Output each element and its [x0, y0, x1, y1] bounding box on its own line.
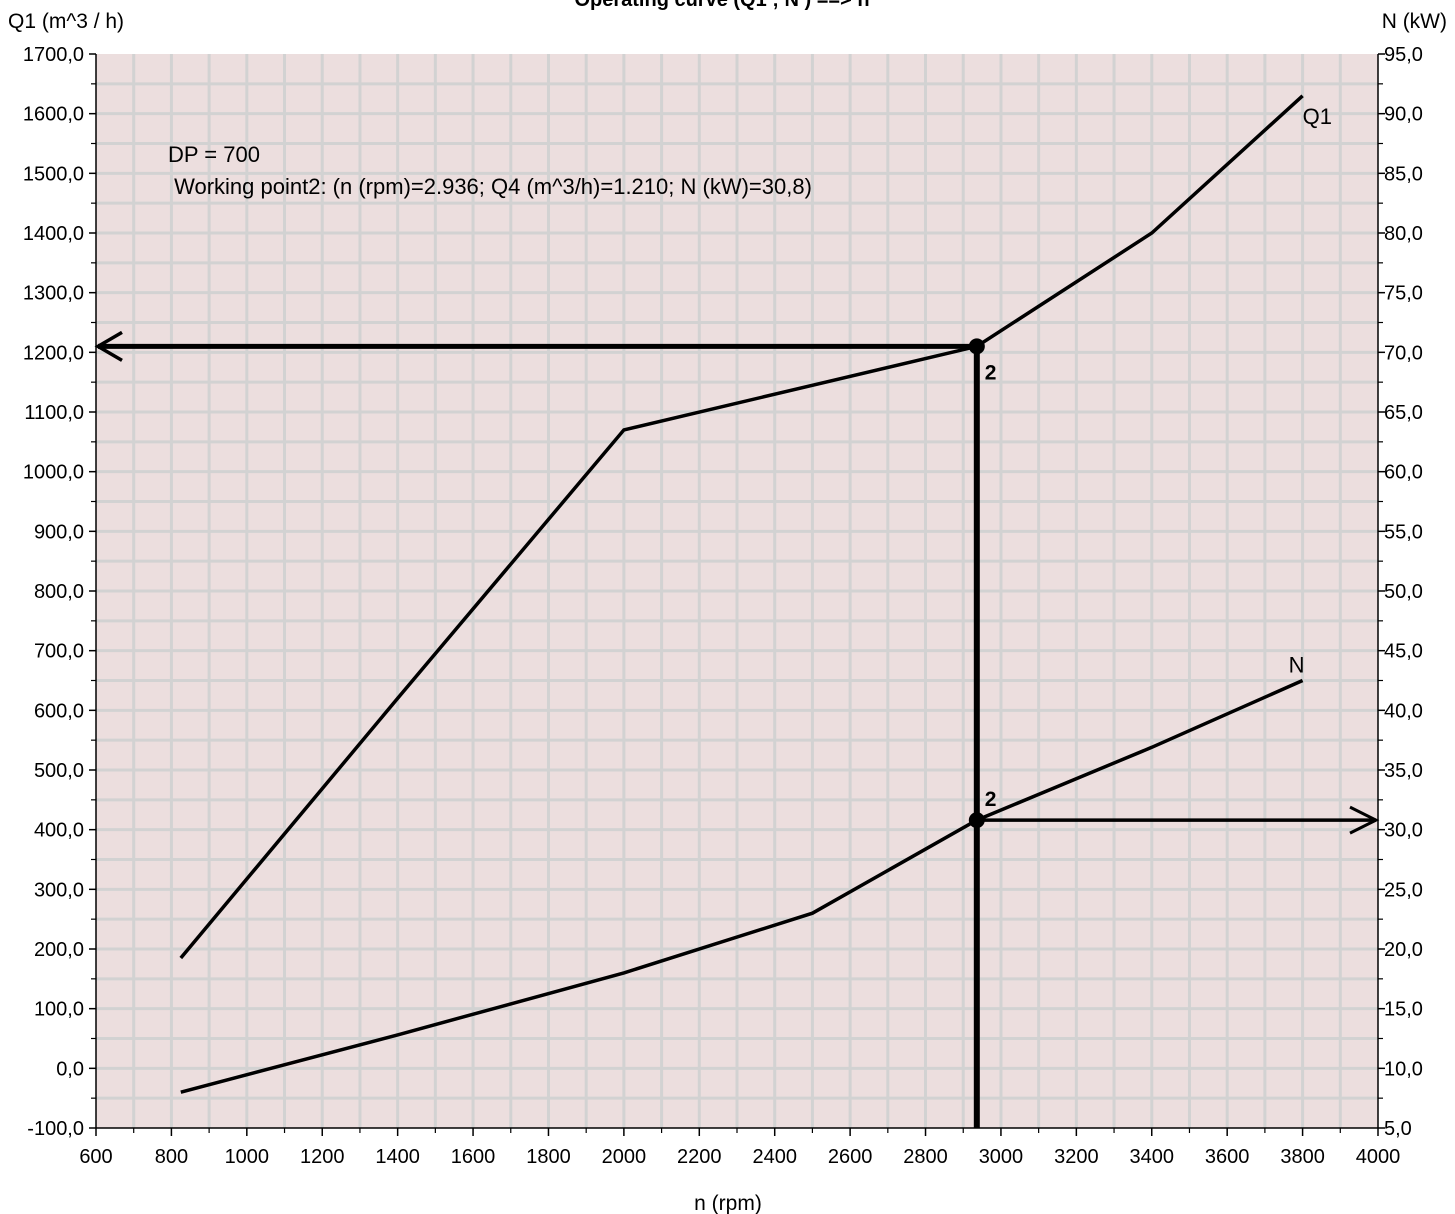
y-right-tick-label: 30,0	[1384, 820, 1423, 842]
y-right-tick-label: 80,0	[1384, 223, 1423, 245]
y-right-tick-label: 25,0	[1384, 879, 1423, 901]
working-point-label-q: 2	[985, 361, 997, 384]
x-tick-label: 600	[79, 1146, 112, 1168]
dp-annotation: DP = 700	[168, 142, 260, 167]
y-left-tick-label: 500,0	[34, 760, 84, 782]
y-right-tick-label: 45,0	[1384, 641, 1423, 663]
chart-title: Operating curve (Q1 ; N ) ==> n	[574, 0, 869, 11]
y-right-tick-label: 40,0	[1384, 700, 1423, 722]
y-right-axis-title: N (kW)	[1382, 10, 1447, 33]
x-tick-label: 2600	[828, 1146, 873, 1168]
y-right-tick-label: 85,0	[1384, 163, 1423, 185]
working-point-label-n: 2	[985, 788, 997, 811]
y-left-tick-label: 1400,0	[23, 223, 84, 245]
y-right-tick-label: 50,0	[1384, 581, 1423, 603]
y-left-tick-label: 100,0	[34, 999, 84, 1021]
x-axis-title: n (rpm)	[694, 1192, 762, 1214]
y-right-tick-label: 70,0	[1384, 342, 1423, 364]
y-right-tick-label: 15,0	[1384, 999, 1423, 1021]
y-left-tick-label: 900,0	[34, 521, 84, 543]
series-label-n: N	[1289, 653, 1305, 678]
working-point-annotation: Working point2: (n (rpm)=2.936; Q4 (m^3/…	[168, 174, 812, 199]
series-line-q1	[179, 94, 1304, 960]
y-left-tick-label: 1200,0	[23, 342, 84, 364]
y-left-tick-label: 1300,0	[23, 283, 84, 305]
q-guide-arrowhead	[94, 330, 123, 362]
y-right-tick-label: 10,0	[1384, 1058, 1423, 1080]
y-right-tick-label: 65,0	[1384, 402, 1423, 424]
axis-ticks	[89, 53, 1385, 1136]
series	[179, 94, 1304, 1094]
y-left-tick-label: 400,0	[34, 820, 84, 842]
x-tick-label: 1400	[375, 1146, 420, 1168]
y-right-tick-label: 60,0	[1384, 462, 1423, 484]
y-right-tick-label: 75,0	[1384, 283, 1423, 305]
y-left-tick-label: 600,0	[34, 700, 84, 722]
y-left-tick-label: 300,0	[34, 879, 84, 901]
x-tick-label: 1800	[526, 1146, 571, 1168]
x-tick-label: 3600	[1205, 1146, 1250, 1168]
n-guide-arrowhead	[1349, 805, 1380, 835]
y-left-tick-label: 1700,0	[23, 44, 84, 66]
x-tick-label: 1200	[300, 1146, 345, 1168]
y-right-tick-label: 35,0	[1384, 760, 1423, 782]
working-point-marker-n	[968, 812, 985, 829]
x-tick-label: 3000	[979, 1146, 1024, 1168]
labels: 600 800 1000 1200 1400 1600 1800 2000 2200 2400 26…	[23, 44, 1423, 1168]
x-tick-label: 2400	[752, 1146, 797, 1168]
y-left-tick-label: 200,0	[34, 939, 84, 961]
x-tick-label: 800	[155, 1146, 188, 1168]
working-point-markers	[94, 330, 1380, 1128]
y-left-tick-label: 1000,0	[23, 462, 84, 484]
x-tick-label: 2800	[903, 1146, 948, 1168]
y-left-tick-label: 0,0	[56, 1058, 84, 1080]
grid	[96, 54, 1378, 1128]
x-tick-label: 1600	[451, 1146, 496, 1168]
x-tick-label: 2200	[677, 1146, 722, 1168]
y-right-tick-label: 20,0	[1384, 939, 1423, 961]
x-tick-label: 3400	[1130, 1146, 1175, 1168]
y-right-tick-label: 5,0	[1384, 1118, 1412, 1140]
x-tick-label: 1000	[225, 1146, 270, 1168]
working-point-marker-q	[968, 338, 985, 355]
y-left-axis-title: Q1 (m^3 / h)	[8, 10, 124, 33]
y-left-tick-label: -100,0	[27, 1118, 84, 1140]
y-left-tick-label: 700,0	[34, 641, 84, 663]
series-line-n	[180, 678, 1304, 1094]
y-left-tick-label: 1500,0	[23, 163, 84, 185]
y-right-tick-label: 55,0	[1384, 521, 1423, 543]
y-left-tick-label: 1100,0	[24, 402, 84, 424]
x-tick-label: 4000	[1356, 1146, 1401, 1168]
series-label-q1: Q1	[1303, 104, 1332, 129]
axes	[95, 54, 1379, 1129]
x-tick-label: 3200	[1054, 1146, 1099, 1168]
y-left-tick-label: 1600,0	[23, 104, 84, 126]
x-tick-label: 2000	[602, 1146, 647, 1168]
y-right-tick-label: 95,0	[1384, 44, 1423, 66]
x-tick-label: 3800	[1280, 1146, 1325, 1168]
y-right-tick-label: 90,0	[1384, 104, 1423, 126]
y-left-tick-label: 800,0	[34, 581, 84, 603]
